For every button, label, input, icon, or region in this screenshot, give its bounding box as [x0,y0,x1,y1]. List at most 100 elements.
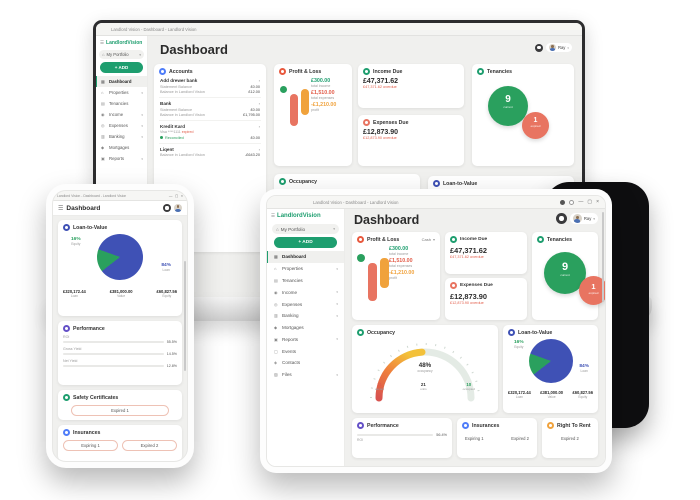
safety-expired-button[interactable]: Expired 1 [70,405,170,416]
insurances-expiring[interactable]: Expiring 1 [465,436,484,441]
sidebar-item-tenancies[interactable]: ▤ Tenancies [96,98,147,109]
avatar[interactable] [174,204,182,212]
tenancies-expired-bubble: 1 expired [522,112,549,139]
insurances-expired[interactable]: Expired 2 [511,436,529,441]
chevron-down-icon: ▾ [336,313,338,318]
sidebar-item-label: Dashboard [109,79,132,84]
sidebar-item-properties[interactable]: ⌂ Properties ▾ [96,87,147,98]
account-row[interactable]: Liqent › Balance in Landlord Vision -£643.… [159,144,261,161]
gear-icon[interactable] [555,213,567,224]
events-icon: ▢ [274,348,278,354]
insurances-card: Insurances Expiring 1 Expired 2 [58,425,182,461]
equity-total: £60,827.56 Equity [156,289,178,298]
sidebar-item-files[interactable]: ▨ Files ▾ [267,369,344,381]
expenses-due-overdue: £12,873.90 overdue [363,136,397,140]
tenancies-current-count: 9 [505,94,511,105]
account-row[interactable]: Bank › Statement Balance £0.00 Balance in … [159,98,261,121]
cash-filter-dropdown[interactable]: Cash ▾ [422,237,435,242]
gear-icon[interactable] [534,43,543,52]
gear-icon[interactable] [163,204,171,212]
sidebar-item-expenses[interactable]: ◎ Expenses ▾ [96,120,147,131]
user-name: Ray [583,216,592,221]
total-expenses-label: total expenses [389,264,413,268]
safety-certificates-icon [63,394,70,401]
equity-slice-label: 16% Equity [71,237,81,246]
close-icon[interactable]: × [180,193,183,198]
tenancies-current-bubble: 9 current [488,86,528,126]
portfolio-label: My Portfolio [280,226,306,232]
account-row[interactable]: Add drewer bank › Statement Balance £0.00 … [159,75,261,98]
total-expenses-label: total expenses [311,96,335,100]
chevron-down-icon: ▾ [432,237,435,242]
sidebar-item-banking[interactable]: ▥ Banking ▾ [96,131,147,142]
net-yield-percent: 12.8% [166,364,177,368]
tenancies-expired-count: 1 [533,117,538,124]
portfolio-selector[interactable]: ⌂ My Portfolio ▾ [272,224,339,234]
sidebar-item-mortgages[interactable]: ◆ Mortgages [267,322,344,334]
income-due-card: Income Due £47,371.62 £47,371.62 overdue [445,232,527,274]
maximize-icon[interactable]: ▢ [587,199,593,205]
sidebar-item-reports[interactable]: ▣ Reports ▾ [96,153,147,164]
account-row[interactable]: Kredit Kard › Visa ****1111 expired Recon… [159,121,261,144]
sidebar-item-label: Dashboard [282,254,306,260]
user-menu[interactable]: Ray ▾ [569,213,598,224]
insurances-expired-button[interactable]: Expired 2 [122,440,177,451]
browser-profile-icon[interactable] [560,199,566,205]
banking-icon: ▥ [274,313,278,319]
tenancies-current-label: current [503,105,513,109]
hamburger-icon[interactable]: ☰ [100,40,105,45]
phone-browser-bar: Landlord Vision - Dashboard - Landlord V… [53,191,187,201]
expenses-due-icon [363,119,370,126]
page-title: Dashboard [160,42,228,57]
tablet-dashboard: Dashboard Ray ▾ Profit & Loss Cash ▾ [345,209,605,466]
chevron-down-icon: ▾ [593,216,595,221]
sidebar-item-income[interactable]: ◉ Income ▾ [96,109,147,120]
sidebar-item-contacts[interactable]: ◈ Contacts [267,357,344,369]
minimize-icon[interactable]: — [578,199,584,205]
phone-device: Landlord Vision - Dashboard - Landlord V… [46,184,194,468]
chevron-down-icon: ▾ [336,337,338,342]
card-title: Income Due [373,68,403,75]
add-button[interactable]: + ADD [274,237,337,248]
minimize-icon[interactable]: — [168,193,173,198]
browser-extension-icon[interactable] [569,199,575,205]
sidebar-item-label: Banking [109,134,125,139]
tenancies-icon [477,68,484,75]
sidebar-item-dashboard[interactable]: ▦ Dashboard [96,76,147,87]
close-icon[interactable]: × [596,199,599,205]
scrollbar[interactable] [184,261,186,371]
sidebar-item-dashboard[interactable]: ▦ Dashboard [267,251,344,263]
income-due-value: £47,371.62 [450,246,487,255]
expenses-icon: ◎ [101,123,105,128]
sidebar-item-banking[interactable]: ▥ Banking ▾ [267,310,344,322]
right-to-rent-expired[interactable]: Expired 2 [561,436,579,441]
income-due-overdue: £47,371.62 overdue [450,255,484,259]
portfolio-selector[interactable]: ⌂ My Portfolio ▾ [99,50,144,59]
maximize-icon[interactable]: ▢ [174,193,179,198]
sidebar-item-label: Tenancies [282,277,303,283]
chevron-down-icon: ▾ [336,302,338,307]
scrollbar[interactable] [602,212,604,302]
hamburger-icon[interactable]: ☰ [58,205,64,212]
expenses-due-card: Expenses Due £12,873.90 £12,873.90 overd… [445,278,527,320]
dashboard-icon: ▦ [274,254,278,260]
card-title: Expenses Due [460,283,493,288]
profit-loss-mini-chart [357,246,389,301]
sidebar-item-income[interactable]: ◉ Income ▾ [267,286,344,298]
sidebar-item-events[interactable]: ▢ Events [267,345,344,357]
value-total: £381,000.00 Value [109,289,133,298]
value-total: £381,000.00 Value [540,390,564,399]
sidebar-item-reports[interactable]: ▣ Reports ▾ [267,333,344,345]
chevron-down-icon: ▾ [141,156,143,161]
user-menu[interactable]: Ray ▾ [545,43,572,52]
performance-card: Performance ROI 55.5% Gross Yield 14.5% … [58,321,182,385]
sidebar-item-expenses[interactable]: ◎ Expenses ▾ [267,298,344,310]
add-button[interactable]: + ADD [100,62,143,73]
hamburger-icon[interactable]: ☰ [271,213,276,218]
sidebar-item-tenancies[interactable]: ▤ Tenancies [267,275,344,287]
sidebar-item-properties[interactable]: ⌂ Properties ▾ [267,263,344,275]
sidebar-item-mortgages[interactable]: ◆ Mortgages [96,142,147,153]
insurances-expiring-button[interactable]: Expiring 1 [63,440,118,451]
account-line-value: £12.00 [248,90,260,94]
